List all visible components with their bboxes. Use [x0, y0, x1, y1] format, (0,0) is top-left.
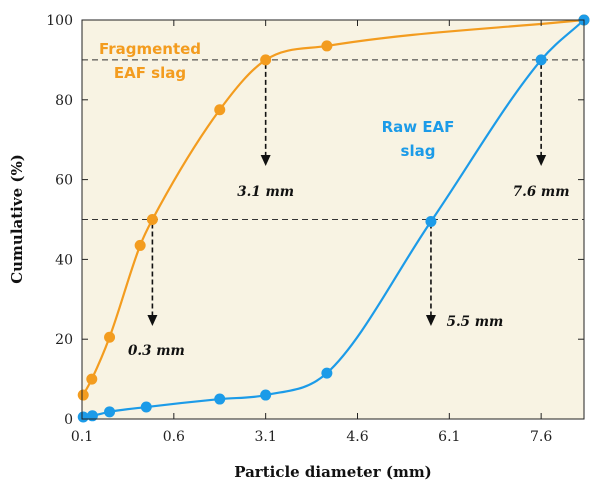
series-line-0 [82, 18, 585, 396]
x-tick-label: 4.6 [346, 429, 368, 445]
data-point [86, 373, 98, 385]
series-label-1: Raw EAF [382, 118, 455, 136]
data-point [260, 389, 272, 401]
x-tick-label: 0.6 [163, 429, 185, 445]
y-axis-ticks: 0 20 40 60 80 100 [46, 13, 584, 428]
y-tick-label: 20 [55, 332, 73, 348]
data-point [140, 401, 152, 413]
data-point [321, 40, 333, 52]
data-point [321, 367, 333, 379]
y-axis-title: Cumulative (%) [8, 154, 26, 284]
x-tick-label: 6.1 [438, 429, 460, 445]
arrow-head [425, 315, 436, 326]
data-point [77, 411, 89, 423]
y-tick-label: 60 [55, 173, 73, 189]
data-point [134, 239, 146, 251]
data-point [86, 410, 98, 422]
y-tick-label: 80 [55, 93, 73, 109]
annotation-labels: 3.1 mm 7.6 mm 0.3 mm 5.5 mm [128, 184, 570, 359]
data-point [425, 215, 437, 227]
data-point [535, 54, 547, 66]
annotation-label: 0.3 mm [128, 343, 185, 359]
y-tick-label: 40 [55, 252, 73, 268]
annotation-label: 5.5 mm [447, 314, 504, 330]
series-label-0: EAF slag [114, 64, 186, 82]
data-point [214, 104, 226, 116]
arrow-head [536, 155, 547, 166]
annotation-label: 3.1 mm [237, 184, 294, 200]
data-point [77, 389, 89, 401]
reference-lines [82, 59, 584, 220]
data-point [260, 54, 272, 66]
series-label-1: slag [401, 142, 436, 160]
annotation-label: 7.6 mm [513, 184, 570, 200]
data-point [146, 214, 158, 225]
arrow-head [147, 315, 158, 326]
annotation-arrows [147, 63, 547, 326]
series-label-0: Fragmented [99, 40, 201, 58]
x-tick-label: 3.1 [255, 429, 277, 445]
arrow-head [260, 155, 271, 166]
data-point [214, 393, 226, 405]
data-point [104, 331, 116, 343]
data-point [104, 406, 116, 418]
x-tick-label: 0.1 [71, 429, 93, 445]
y-tick-label: 100 [46, 13, 73, 29]
plot-frame [81, 19, 585, 420]
x-axis-ticks: 0.1 0.6 3.1 4.6 6.1 7.6 [71, 20, 552, 445]
x-tick-label: 7.6 [530, 429, 552, 445]
series-labels: Fragmented EAF slag Raw EAF slag [99, 40, 454, 160]
y-tick-label: 0 [64, 412, 73, 428]
x-axis-title: Particle diameter (mm) [234, 463, 432, 481]
